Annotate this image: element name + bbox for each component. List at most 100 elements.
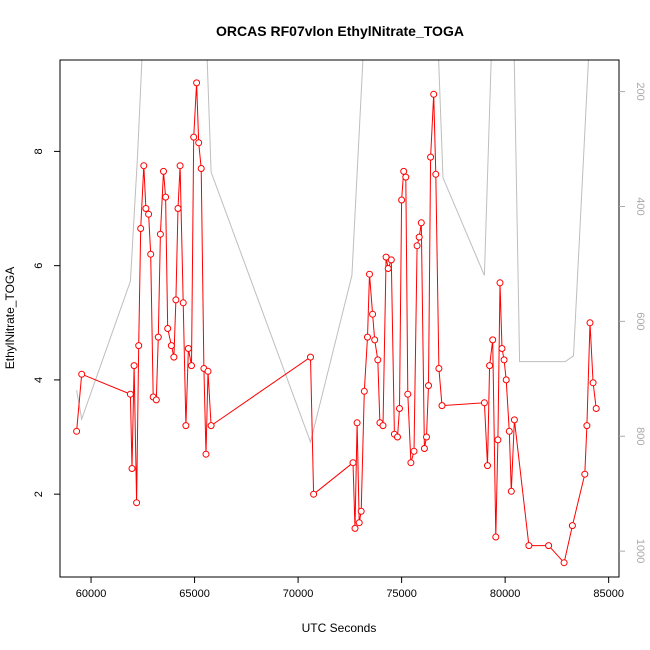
data-point	[387, 256, 395, 264]
data-point	[188, 362, 195, 370]
data-point	[583, 422, 591, 430]
data-point	[174, 205, 182, 212]
data-point	[592, 405, 600, 412]
data-point	[193, 79, 201, 87]
y-axis-label: EthylNitrate_TOGA	[3, 267, 17, 369]
data-point	[427, 153, 435, 161]
data-point	[586, 319, 594, 327]
data-point	[374, 356, 382, 364]
data-point	[581, 470, 589, 478]
data-point	[310, 490, 318, 498]
data-point	[156, 230, 164, 238]
x-tick-label: 80000	[490, 588, 521, 600]
data-point	[489, 336, 497, 344]
data-point	[152, 396, 160, 404]
data-point	[162, 193, 170, 201]
data-point	[197, 165, 205, 172]
data-point	[492, 533, 500, 541]
data-point	[167, 342, 175, 350]
data-point	[486, 362, 494, 370]
data-point	[410, 447, 418, 455]
data-point	[355, 519, 363, 527]
data-point	[494, 436, 502, 444]
data-point	[369, 310, 377, 318]
data-point	[137, 225, 145, 232]
data-point	[182, 422, 190, 430]
data-point	[179, 299, 187, 307]
data-point	[184, 345, 192, 352]
data-point	[140, 162, 148, 170]
data-point	[133, 499, 141, 507]
y2-tick-label: 400	[634, 197, 646, 215]
data-point	[130, 362, 138, 370]
data-point	[145, 210, 153, 218]
data-point	[78, 370, 86, 378]
plot-frame	[59, 59, 620, 578]
data-point	[371, 336, 379, 344]
data-point	[364, 333, 371, 341]
data-point	[430, 90, 438, 98]
data-point	[164, 325, 172, 332]
data-point	[73, 427, 81, 435]
data-point	[589, 379, 597, 387]
secondary-series-layer	[76, 60, 589, 444]
data-point	[176, 162, 184, 170]
y2-axis: 200 400 600 800 1000	[619, 82, 646, 563]
data-point	[568, 522, 576, 530]
data-point	[402, 173, 410, 181]
y2-tick-label: 600	[634, 312, 646, 330]
y-tick-label: 4	[33, 377, 45, 383]
data-point	[413, 242, 421, 250]
data-point	[135, 342, 143, 350]
y-tick-label: 2	[33, 491, 45, 497]
x-tick-label: 65000	[179, 588, 210, 600]
data-point	[190, 133, 198, 141]
data-point	[307, 353, 314, 361]
data-point	[404, 390, 412, 398]
y-axis: 2 4 6 8	[33, 148, 60, 497]
y2-tick-label: 200	[634, 82, 646, 100]
data-point	[502, 376, 510, 384]
data-point	[202, 450, 210, 458]
data-point	[496, 279, 504, 287]
x-tick-label: 70000	[283, 588, 314, 600]
data-point	[484, 462, 491, 470]
data-point	[425, 382, 432, 390]
y2-tick-label: 800	[634, 427, 646, 445]
data-point	[147, 250, 155, 258]
data-point	[417, 219, 425, 227]
data-point	[398, 196, 406, 204]
data-point	[366, 270, 373, 278]
data-point	[435, 365, 443, 372]
primary-series-line	[76, 82, 597, 564]
data-point	[379, 422, 387, 430]
data-point	[498, 345, 506, 352]
data-point	[507, 487, 515, 495]
data-point	[560, 559, 568, 567]
data-point	[126, 390, 134, 398]
data-point	[382, 253, 390, 261]
data-point	[160, 167, 167, 175]
y2-tick-label: 1000	[634, 539, 646, 563]
x-tick-label: 60000	[76, 588, 107, 600]
data-point	[128, 465, 136, 472]
secondary-series-line	[76, 60, 589, 444]
data-point	[394, 433, 401, 441]
data-point	[195, 139, 203, 147]
data-point	[396, 405, 403, 412]
data-point	[400, 167, 408, 175]
x-tick-label: 75000	[386, 588, 417, 600]
x-tick-label: 85000	[593, 588, 624, 600]
data-point	[420, 445, 428, 452]
data-point	[525, 542, 533, 550]
primary-series-layer	[73, 79, 600, 567]
data-point	[510, 416, 518, 424]
data-point	[172, 296, 180, 304]
x-axis: 60000 65000 70000 75000 80000 85000	[76, 577, 624, 600]
data-point	[349, 459, 357, 467]
data-point	[415, 233, 423, 241]
data-point	[142, 205, 150, 212]
x-axis-label: UTC Seconds	[302, 621, 377, 635]
data-point	[407, 459, 415, 467]
data-point	[505, 427, 513, 435]
